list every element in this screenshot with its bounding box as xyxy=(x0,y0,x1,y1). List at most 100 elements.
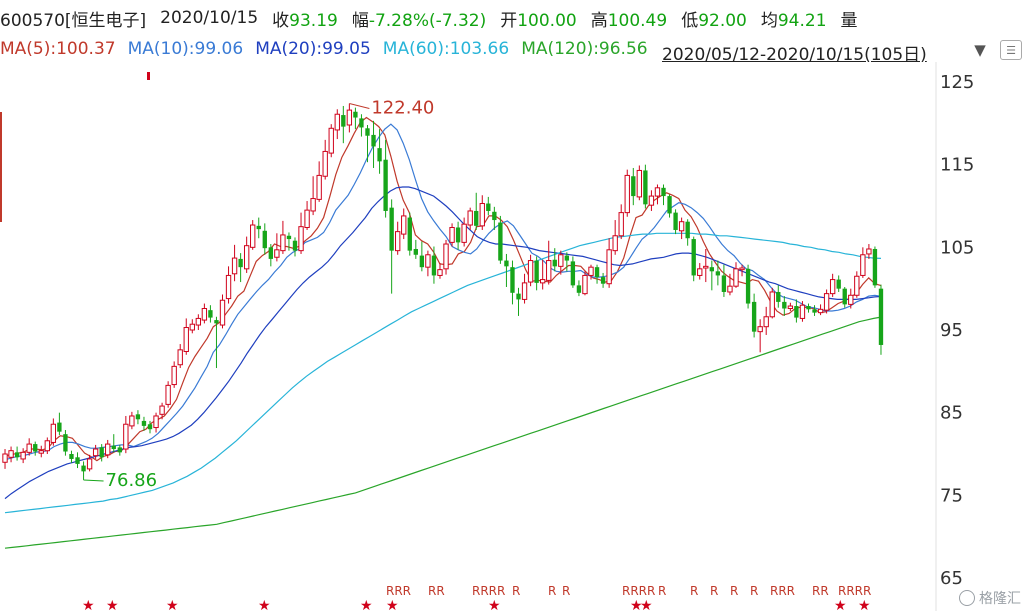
candle-body-up xyxy=(322,150,328,177)
candle-body-down xyxy=(721,275,727,292)
candle-body-up xyxy=(346,109,353,126)
candle-body-up xyxy=(799,304,806,319)
candle-body-up xyxy=(618,212,624,237)
star-marker: ★ xyxy=(258,598,271,611)
candle-body-down xyxy=(576,285,582,293)
annotation-leader xyxy=(83,479,104,482)
top-marker xyxy=(147,72,150,80)
candle-body-up xyxy=(479,203,485,227)
candle-body-up xyxy=(50,423,57,443)
candle-body-down xyxy=(564,255,570,261)
menu-icon[interactable]: ☰ xyxy=(1000,40,1022,60)
candle-body-down xyxy=(806,306,811,310)
candle-body-down xyxy=(594,267,600,278)
candle-body-down xyxy=(413,248,418,255)
candle-body-down xyxy=(69,454,74,459)
r-marker: RR xyxy=(812,584,829,598)
star-marker: ★ xyxy=(82,598,95,611)
low-label: 低 xyxy=(681,10,699,31)
low-value: 92.00 xyxy=(698,10,747,31)
candle-body-up xyxy=(219,299,226,326)
stock-code-name[interactable]: 600570[恒生电子] xyxy=(0,6,146,31)
candle-body-up xyxy=(727,285,733,293)
candle-body-up xyxy=(606,249,612,285)
close-label: 收 xyxy=(272,10,290,31)
candle-body-down xyxy=(570,261,576,286)
star-marker: ★ xyxy=(386,598,399,611)
star-marker: ★ xyxy=(488,598,501,611)
candle-body-down xyxy=(661,187,666,197)
candle-body-up xyxy=(527,260,534,283)
candle-body-up xyxy=(20,451,26,460)
candle-body-down xyxy=(365,128,370,136)
caret-down-icon[interactable]: ▼ xyxy=(974,41,986,59)
candle-body-up xyxy=(697,268,703,276)
candle-body-down xyxy=(751,301,757,332)
candle-body-down xyxy=(486,203,491,211)
candle-body-down xyxy=(878,288,884,345)
candle-body-down xyxy=(389,207,394,251)
candle-body-up xyxy=(860,254,866,276)
candle-body-down xyxy=(534,260,539,283)
candle-body-up xyxy=(739,267,745,271)
candle-body-up xyxy=(86,458,93,470)
candle-body-up xyxy=(92,448,99,457)
candle-body-down xyxy=(208,310,213,318)
watermark-logo-icon xyxy=(959,590,975,606)
candle-body-down xyxy=(685,221,690,239)
candle-body-up xyxy=(328,127,334,154)
candle-body-down xyxy=(141,420,147,426)
candle-body-down xyxy=(842,288,847,305)
r-marker: R xyxy=(710,584,718,598)
star-marker: ★ xyxy=(640,598,653,611)
candle-body-down xyxy=(135,414,141,420)
y-tick-label: 65 xyxy=(940,568,963,589)
candle-body-up xyxy=(654,187,661,197)
candle-body-up xyxy=(189,323,195,331)
candle-body-down xyxy=(794,306,799,318)
candle-body-down xyxy=(81,465,86,472)
date-range[interactable]: 2020/05/12-2020/10/15(105日) xyxy=(662,45,927,65)
close-value: 93.19 xyxy=(289,10,338,31)
candle-body-down xyxy=(377,148,382,162)
candle-body-down xyxy=(407,217,412,251)
candle-body-up xyxy=(829,279,836,295)
star-marker: ★ xyxy=(360,598,373,611)
star-marker: ★ xyxy=(858,598,871,611)
candle-body-up xyxy=(703,265,709,269)
watermark: 格隆汇 xyxy=(959,588,1021,608)
quote-header: 600570[恒生电子] 2020/10/15 收93.19 幅-7.28%(-… xyxy=(0,0,1029,36)
candle-body-up xyxy=(636,169,643,198)
candle-body-down xyxy=(111,445,116,450)
ma-legend: MA(5):100.37 MA(10):99.06 MA(20):99.05 M… xyxy=(0,36,1029,62)
avg-value: 94.21 xyxy=(777,10,827,31)
candle-body-down xyxy=(63,434,68,452)
candle-body-up xyxy=(854,275,860,296)
y-tick-label: 125 xyxy=(940,72,974,93)
candle-body-down xyxy=(14,452,20,458)
candle-body-down xyxy=(57,422,62,432)
r-marker: R xyxy=(658,584,666,598)
candle-body-down xyxy=(745,268,751,304)
y-tick-label: 105 xyxy=(940,237,974,258)
stock-name: [恒生电子] xyxy=(64,10,147,31)
r-marker: RR xyxy=(428,584,445,598)
r-marker: RRRR xyxy=(838,584,871,598)
candle-body-up xyxy=(521,282,528,300)
candle-body-down xyxy=(516,293,521,300)
y-tick-label: 95 xyxy=(940,320,963,341)
r-marker: RRRR xyxy=(622,584,655,598)
candle-body-down xyxy=(256,225,261,230)
candle-body-down xyxy=(359,118,364,128)
candle-body-down xyxy=(99,447,104,458)
candle-body-up xyxy=(624,174,630,214)
candle-body-up xyxy=(2,453,8,463)
candle-body-down xyxy=(383,159,388,211)
watermark-text: 格隆汇 xyxy=(979,591,1021,607)
candle-body-down xyxy=(510,267,515,293)
candle-body-up xyxy=(817,308,824,314)
star-marker: ★ xyxy=(630,598,643,611)
candle-body-down xyxy=(643,170,648,205)
change-value: -7.28%(-7.32) xyxy=(368,10,487,31)
